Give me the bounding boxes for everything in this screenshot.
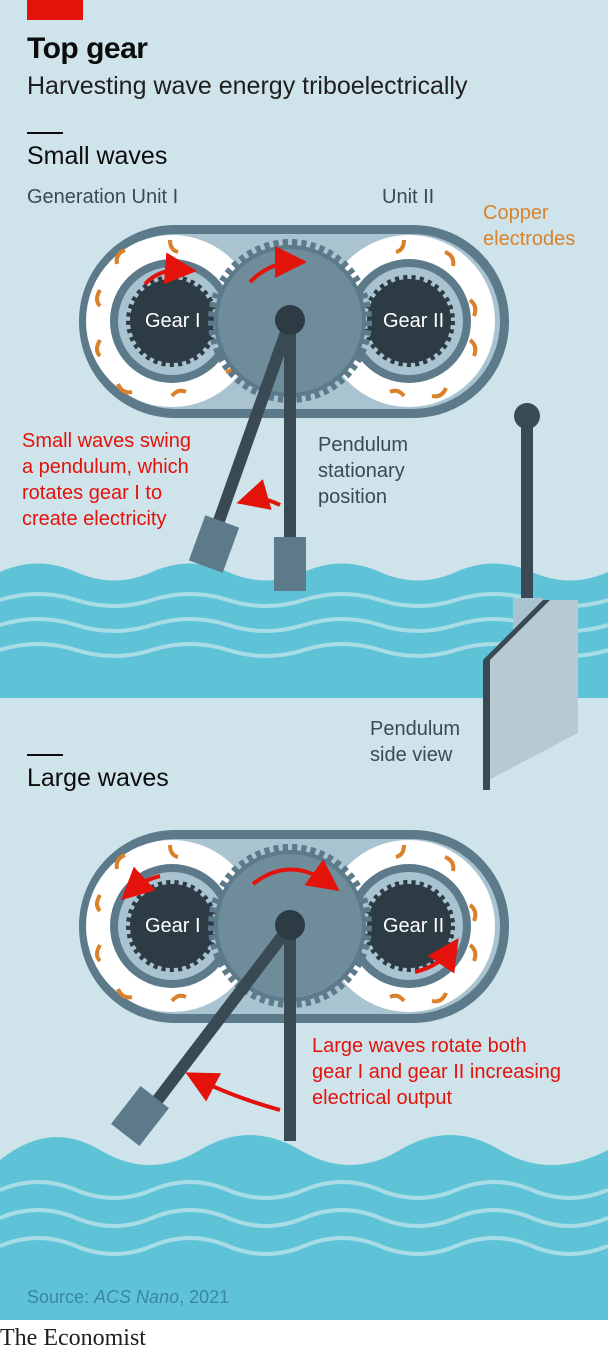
large-waves-annotation: Large waves rotate both gear I and gear … bbox=[312, 1033, 561, 1111]
annotation-line: Small waves swing bbox=[22, 430, 191, 452]
source-note: Source: ACS Nano, 2021 bbox=[27, 1287, 229, 1308]
annotation-line: Large waves rotate both bbox=[312, 1035, 527, 1057]
source-journal: ACS Nano bbox=[94, 1287, 180, 1307]
annotation-line: electrical output bbox=[312, 1087, 453, 1109]
annotation-line: a pendulum, which bbox=[22, 456, 189, 478]
side-view-line: Pendulum bbox=[370, 718, 461, 740]
source-year: , 2021 bbox=[179, 1287, 230, 1307]
large-waves-water bbox=[0, 1135, 608, 1320]
annotation-line: rotates gear I to bbox=[22, 482, 163, 504]
gear1-label-large: Gear I bbox=[145, 915, 201, 937]
small-waves-heading: Small waves bbox=[27, 142, 168, 170]
annotation-line: gear I and gear II increasing bbox=[312, 1061, 562, 1083]
gear2-label-small: Gear II bbox=[383, 310, 445, 332]
large-waves-rule bbox=[27, 754, 63, 756]
pendulum-stationary-label: Pendulum stationary position bbox=[318, 432, 408, 510]
unit1-label: Generation Unit I bbox=[27, 186, 179, 208]
annotation-line: create electricity bbox=[22, 508, 167, 530]
small-waves-water bbox=[0, 563, 608, 698]
pendulum-side-view bbox=[483, 403, 578, 790]
gear2-label-large: Gear II bbox=[383, 915, 445, 937]
small-waves-generator bbox=[79, 225, 509, 591]
pendulum-line: stationary bbox=[318, 460, 405, 482]
large-waves-heading: Large waves bbox=[27, 764, 169, 792]
small-waves-annotation: Small waves swing a pendulum, which rota… bbox=[22, 428, 191, 532]
source-prefix: Source: bbox=[27, 1287, 95, 1307]
chart-subtitle: Harvesting wave energy triboelectrically bbox=[27, 72, 468, 100]
large-waves-generator bbox=[79, 830, 509, 1146]
side-view-label: Pendulum side view bbox=[370, 716, 460, 768]
gear1-label-small: Gear I bbox=[145, 310, 201, 332]
pendulum-line: position bbox=[318, 486, 387, 508]
copper-label-line1: Copper bbox=[483, 202, 549, 224]
copper-label: Copper electrodes bbox=[483, 200, 575, 252]
unit2-label: Unit II bbox=[382, 186, 435, 208]
chart-title: Top gear bbox=[27, 32, 148, 65]
brand-logo: The Economist bbox=[0, 1325, 146, 1351]
pendulum-line: Pendulum bbox=[318, 434, 409, 456]
copper-label-line2: electrodes bbox=[483, 228, 576, 250]
small-waves-rule bbox=[27, 132, 63, 134]
brand-red-bar bbox=[27, 0, 83, 20]
diagram-svg bbox=[0, 225, 608, 1320]
side-view-line: side view bbox=[370, 744, 453, 766]
